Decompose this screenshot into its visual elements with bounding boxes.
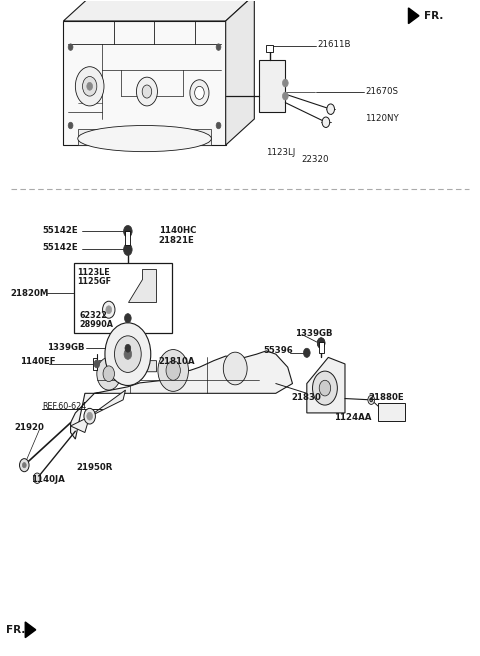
Circle shape xyxy=(87,83,93,91)
Text: 1123LJ: 1123LJ xyxy=(266,148,296,157)
Text: 62322: 62322 xyxy=(79,311,107,320)
Circle shape xyxy=(317,338,325,348)
Bar xyxy=(74,262,172,333)
Circle shape xyxy=(322,117,330,127)
Text: 1140JA: 1140JA xyxy=(31,475,65,484)
Text: 21920: 21920 xyxy=(15,422,45,432)
Polygon shape xyxy=(63,0,254,21)
Circle shape xyxy=(327,104,335,114)
Text: 55142E: 55142E xyxy=(42,243,78,252)
Circle shape xyxy=(105,323,151,386)
Text: 21821E: 21821E xyxy=(159,236,194,245)
Ellipse shape xyxy=(78,125,211,152)
Polygon shape xyxy=(71,351,292,439)
Polygon shape xyxy=(226,0,254,145)
Bar xyxy=(93,358,97,370)
Circle shape xyxy=(142,85,152,98)
Text: 1125GF: 1125GF xyxy=(77,277,111,286)
Text: 1123LE: 1123LE xyxy=(77,268,109,277)
Circle shape xyxy=(223,352,247,385)
Circle shape xyxy=(370,398,372,402)
Text: 21810A: 21810A xyxy=(159,357,195,366)
Circle shape xyxy=(317,338,325,348)
Circle shape xyxy=(124,349,132,359)
Circle shape xyxy=(103,366,115,382)
Text: 28990A: 28990A xyxy=(79,320,113,329)
Bar xyxy=(125,231,130,245)
Circle shape xyxy=(106,306,112,314)
Circle shape xyxy=(123,226,132,237)
Text: REF.60-624: REF.60-624 xyxy=(42,402,86,411)
Text: 1140HC: 1140HC xyxy=(159,226,196,234)
Text: FR.: FR. xyxy=(6,625,25,635)
Polygon shape xyxy=(259,60,285,112)
Circle shape xyxy=(368,396,374,405)
Circle shape xyxy=(319,380,331,396)
Circle shape xyxy=(303,348,310,358)
Polygon shape xyxy=(128,269,156,302)
Circle shape xyxy=(103,301,115,318)
Circle shape xyxy=(190,80,209,106)
Text: FR.: FR. xyxy=(424,10,443,21)
Circle shape xyxy=(68,44,73,51)
Polygon shape xyxy=(307,358,345,413)
Circle shape xyxy=(97,358,120,390)
Text: 21880E: 21880E xyxy=(368,394,404,402)
Bar xyxy=(266,45,273,52)
Text: 21950R: 21950R xyxy=(77,463,113,472)
Circle shape xyxy=(166,361,180,380)
Circle shape xyxy=(94,360,100,368)
Circle shape xyxy=(312,371,337,405)
Polygon shape xyxy=(25,622,36,638)
Bar xyxy=(319,342,324,354)
Text: 55142E: 55142E xyxy=(42,226,78,235)
Text: 21820M: 21820M xyxy=(10,289,48,298)
Text: 21670S: 21670S xyxy=(365,87,398,96)
Circle shape xyxy=(123,244,132,255)
Polygon shape xyxy=(78,129,211,145)
Circle shape xyxy=(75,67,104,106)
Text: 1124AA: 1124AA xyxy=(335,413,372,422)
Circle shape xyxy=(84,408,96,424)
Circle shape xyxy=(124,314,131,323)
Polygon shape xyxy=(71,390,125,432)
Polygon shape xyxy=(378,403,405,420)
Polygon shape xyxy=(408,8,419,24)
Circle shape xyxy=(158,350,189,392)
Circle shape xyxy=(282,79,288,87)
Text: 1339GB: 1339GB xyxy=(295,329,332,338)
Circle shape xyxy=(20,459,29,472)
Circle shape xyxy=(87,412,93,420)
Text: 1339GB: 1339GB xyxy=(47,343,84,352)
Circle shape xyxy=(195,87,204,99)
Text: 55396: 55396 xyxy=(264,346,294,356)
Circle shape xyxy=(282,92,288,100)
Circle shape xyxy=(83,77,97,96)
Text: 1120NY: 1120NY xyxy=(365,114,399,123)
Polygon shape xyxy=(99,361,156,372)
Text: 22320: 22320 xyxy=(301,155,329,164)
Circle shape xyxy=(34,473,41,483)
Text: 1140EF: 1140EF xyxy=(21,357,56,366)
Circle shape xyxy=(23,462,26,468)
Circle shape xyxy=(125,344,131,352)
Circle shape xyxy=(115,336,141,373)
Circle shape xyxy=(68,122,73,129)
Circle shape xyxy=(136,77,157,106)
Circle shape xyxy=(216,44,221,51)
Polygon shape xyxy=(63,21,226,145)
Circle shape xyxy=(216,122,221,129)
Text: 21611B: 21611B xyxy=(318,40,351,49)
Text: 21830: 21830 xyxy=(291,394,322,402)
